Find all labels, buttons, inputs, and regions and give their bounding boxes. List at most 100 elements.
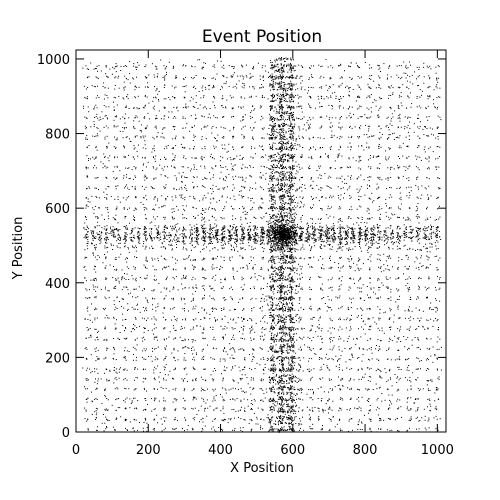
data-point — [338, 369, 340, 371]
data-point — [370, 367, 372, 369]
data-point — [125, 137, 127, 138]
data-point — [143, 336, 145, 338]
data-point — [107, 87, 109, 89]
data-point — [146, 208, 148, 210]
data-point — [231, 76, 233, 78]
data-point — [381, 400, 383, 402]
data-point — [273, 154, 275, 156]
data-point — [271, 378, 273, 380]
data-point — [340, 280, 342, 282]
data-point — [332, 67, 334, 69]
data-point — [299, 378, 301, 380]
data-point — [172, 217, 174, 219]
data-point — [407, 258, 409, 260]
data-point — [154, 218, 156, 220]
data-point — [387, 77, 388, 79]
data-point — [369, 256, 371, 258]
data-point — [82, 367, 84, 369]
data-point — [113, 367, 115, 368]
data-point — [281, 396, 283, 397]
data-point — [202, 199, 204, 201]
data-point — [317, 388, 319, 390]
data-point — [244, 338, 246, 340]
data-point — [386, 188, 388, 190]
data-point — [379, 176, 381, 178]
data-point — [156, 76, 158, 78]
data-point — [242, 297, 244, 299]
data-point — [301, 156, 303, 158]
data-point — [106, 419, 108, 421]
data-point — [271, 144, 273, 146]
data-point — [163, 338, 165, 340]
data-point — [117, 246, 119, 248]
data-point — [359, 127, 360, 128]
data-point — [291, 386, 293, 388]
data-point — [154, 225, 156, 227]
data-point — [280, 325, 281, 327]
data-point — [289, 337, 291, 339]
data-point — [145, 297, 147, 299]
data-point — [163, 148, 165, 150]
data-point — [288, 408, 290, 410]
data-point — [369, 329, 371, 331]
data-point — [135, 208, 137, 210]
data-point — [358, 66, 360, 68]
data-point — [123, 400, 125, 401]
data-point — [184, 187, 186, 189]
data-point — [232, 366, 233, 368]
data-point — [231, 108, 233, 110]
data-point — [116, 166, 118, 168]
data-point — [134, 207, 136, 209]
data-point — [192, 308, 194, 310]
data-point — [271, 125, 273, 127]
data-point — [328, 287, 330, 289]
data-point — [329, 196, 330, 198]
data-point — [292, 127, 293, 129]
data-point — [192, 299, 194, 301]
data-point — [301, 167, 303, 169]
data-point — [211, 298, 213, 300]
data-point — [112, 249, 113, 250]
data-point — [245, 218, 247, 220]
data-point — [240, 219, 242, 221]
data-point — [312, 199, 313, 200]
data-point — [184, 308, 185, 309]
data-point — [409, 287, 410, 288]
data-point — [280, 377, 282, 379]
data-point — [192, 346, 194, 348]
data-point — [272, 309, 273, 311]
data-point — [408, 177, 410, 179]
data-point — [135, 87, 137, 89]
data-point — [349, 297, 351, 299]
data-point — [330, 167, 332, 168]
data-point — [282, 188, 283, 189]
data-point — [319, 174, 321, 176]
data-point — [175, 408, 177, 410]
data-point — [234, 199, 236, 201]
data-point — [86, 398, 88, 400]
data-point — [250, 408, 252, 410]
data-point — [330, 266, 332, 268]
data-point — [190, 168, 192, 170]
data-point — [97, 426, 98, 428]
data-point — [252, 75, 254, 77]
data-point — [86, 289, 88, 291]
data-point — [277, 420, 279, 422]
data-point — [279, 86, 281, 88]
data-point — [282, 257, 284, 259]
data-point — [269, 216, 271, 217]
data-point — [292, 350, 293, 352]
data-point — [280, 106, 282, 108]
data-point — [290, 330, 292, 332]
data-point — [289, 185, 290, 187]
data-point — [379, 386, 381, 388]
data-point — [281, 109, 283, 111]
data-point — [329, 215, 331, 217]
data-point — [135, 349, 137, 351]
data-point — [261, 115, 263, 117]
data-point — [281, 282, 283, 284]
data-point — [122, 298, 124, 300]
data-point — [299, 278, 301, 280]
data-point — [349, 185, 351, 187]
data-point — [122, 369, 124, 371]
